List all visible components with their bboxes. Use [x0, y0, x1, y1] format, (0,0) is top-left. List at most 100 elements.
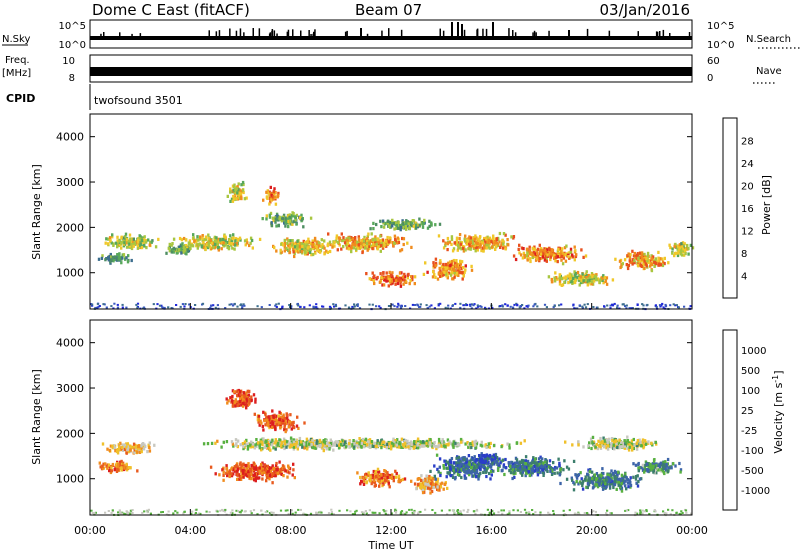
scatter-cell	[454, 303, 456, 305]
y-tick-label: 2000	[56, 221, 84, 234]
scatter-cell	[655, 304, 657, 306]
scatter-cell	[194, 304, 196, 306]
station-title: Dome C East (fitACF)	[92, 1, 250, 19]
nsky-spike	[669, 33, 671, 36]
echo-cell	[287, 239, 289, 242]
echo-cell	[667, 261, 669, 264]
echo-cell	[121, 468, 123, 471]
echo-cell	[118, 445, 120, 448]
echo-cell	[628, 264, 630, 267]
echo-cell	[211, 442, 213, 445]
echo-cell	[434, 223, 436, 226]
echo-cell	[366, 237, 368, 240]
echo-cell	[125, 256, 127, 259]
echo-cell	[137, 247, 139, 250]
echo-cell	[589, 276, 591, 279]
echo-cell	[145, 246, 147, 249]
echo-cell	[444, 445, 446, 448]
echo-cell	[506, 238, 508, 241]
scatter-cell	[369, 509, 371, 511]
echo-cell	[294, 476, 296, 479]
echo-cell	[387, 220, 389, 223]
echo-cell	[645, 262, 647, 265]
echo-cell	[565, 245, 567, 248]
echo-cell	[393, 479, 395, 482]
echo-cell	[363, 483, 365, 486]
echo-cell	[529, 250, 531, 253]
echo-cell	[490, 470, 492, 473]
echo-cell	[513, 254, 515, 257]
echo-cell	[444, 483, 446, 486]
echo-cell	[361, 251, 363, 254]
echo-cell	[491, 245, 493, 248]
echo-cell	[341, 239, 343, 242]
scatter-cell	[332, 303, 334, 305]
echo-cell	[397, 237, 399, 240]
echo-cell	[274, 425, 276, 428]
echo-cell	[310, 217, 312, 220]
echo-cell	[452, 476, 454, 479]
echo-cell	[432, 478, 434, 481]
y-tick-label: 3000	[56, 176, 84, 189]
echo-cell	[129, 234, 131, 237]
echo-cell	[548, 247, 550, 250]
echo-cell	[252, 246, 254, 249]
echo-cell	[462, 277, 464, 280]
echo-cell	[390, 274, 392, 277]
scatter-cell	[554, 305, 556, 307]
echo-cell	[264, 423, 266, 426]
echo-cell	[458, 237, 460, 240]
echo-cell	[403, 237, 405, 240]
echo-cell	[323, 449, 325, 452]
colorbar-tick-label: 28	[741, 137, 754, 148]
scatter-cell	[586, 512, 588, 514]
echo-cell	[489, 247, 491, 250]
echo-cell	[401, 438, 403, 441]
echo-cell	[428, 477, 430, 480]
echo-cell	[353, 442, 355, 445]
echo-cell	[565, 260, 567, 263]
scatter-cell	[210, 305, 212, 307]
nsky-tick-top: 10^5	[59, 21, 86, 32]
echo-cell	[502, 242, 504, 245]
echo-cell	[409, 282, 411, 285]
echo-cell	[335, 237, 337, 240]
scatter-cell	[587, 303, 589, 305]
echo-cell	[171, 244, 173, 247]
scatter-cell	[106, 307, 108, 309]
echo-cell	[570, 248, 572, 251]
echo-cell	[301, 242, 303, 245]
echo-cell	[141, 246, 143, 249]
echo-cell	[423, 486, 425, 489]
echo-cell	[687, 247, 689, 250]
echo-cell	[302, 225, 304, 228]
scatter-cell	[584, 512, 586, 514]
echo-cell	[292, 220, 294, 223]
echo-cell	[468, 244, 470, 247]
date-title: 03/Jan/2016	[600, 1, 691, 19]
scatter-cell	[476, 510, 478, 512]
echo-cell	[439, 259, 441, 262]
scatter-cell	[269, 304, 271, 306]
echo-cell	[285, 469, 287, 472]
echo-cell	[369, 227, 371, 230]
echo-cell	[249, 242, 251, 245]
nsky-spike	[345, 32, 347, 36]
echo-cell	[215, 472, 217, 475]
scatter-cell	[119, 509, 121, 511]
echo-cell	[481, 441, 483, 444]
scatter-cell	[517, 509, 519, 511]
scatter-cell	[104, 512, 106, 514]
echo-cell	[293, 426, 295, 429]
echo-cell	[272, 446, 274, 449]
echo-cell	[408, 222, 410, 225]
echo-cell	[192, 244, 194, 247]
echo-cell	[446, 248, 448, 251]
echo-cell	[397, 282, 399, 285]
scatter-cell	[659, 304, 661, 306]
echo-cell	[409, 279, 411, 282]
scatter-cell	[176, 512, 178, 514]
echo-cell	[136, 451, 138, 454]
echo-cell	[557, 248, 559, 251]
echo-cell	[468, 247, 470, 250]
